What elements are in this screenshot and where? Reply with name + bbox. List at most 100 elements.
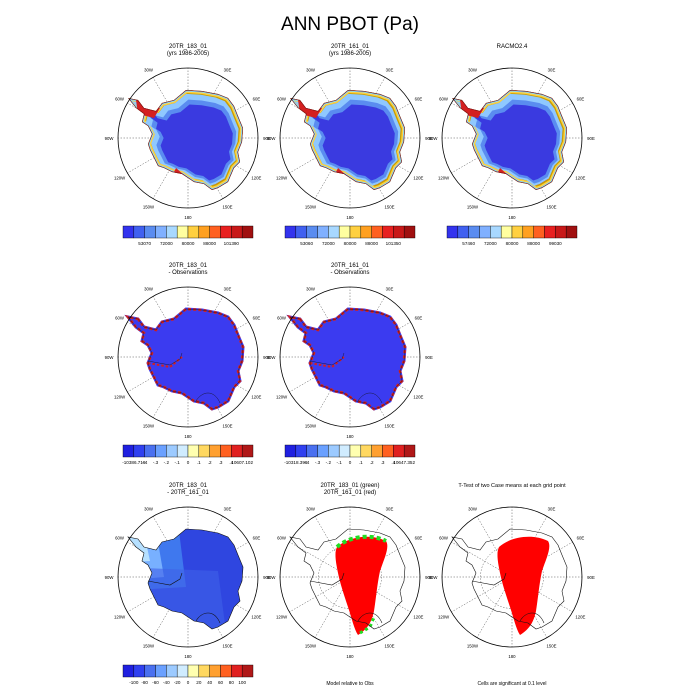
meridian-line xyxy=(187,77,224,139)
colorbar-swatch xyxy=(144,664,156,678)
colorbar-swatch xyxy=(198,225,210,239)
colorbar-tick-label: -40 xyxy=(163,680,170,685)
colorbar-tick-label: 80000 xyxy=(506,241,519,246)
longitude-label: 60E xyxy=(253,316,261,321)
colorbar-swatch xyxy=(317,225,329,239)
longitude-label: 60W xyxy=(277,316,287,321)
longitude-label: 150W xyxy=(305,423,317,428)
colorbar-tick-label: -.3 xyxy=(153,460,159,465)
colorbar-swatch xyxy=(544,225,556,239)
colorbar-swatch xyxy=(360,444,372,458)
longitude-label: 150W xyxy=(143,423,155,428)
panel-subtitle: (yrs 1986-2005) xyxy=(329,51,371,57)
longitude-label: 30W xyxy=(144,507,154,512)
colorbar-tick-label: 53060 xyxy=(300,241,313,246)
meridian-line xyxy=(187,576,249,613)
map-panel-p4: 20TR_183_01- Observations 30W 30E 60W 60E 90W… xyxy=(105,263,271,465)
longitude-label: 150W xyxy=(467,204,479,209)
colorbar-swatch xyxy=(155,444,167,458)
meridian-line xyxy=(511,137,573,174)
longitude-label: 120E xyxy=(413,176,423,181)
meridian-line xyxy=(349,77,386,139)
longitude-label: 120E xyxy=(575,615,585,620)
polar-boundary xyxy=(441,67,583,209)
colorbar-tick-label: -.2 xyxy=(164,460,170,465)
meridian-line xyxy=(511,137,548,199)
colorbar-tick-label: -20 xyxy=(174,680,181,685)
colorbar-tick-label: .4 xyxy=(229,460,233,465)
longitude-label: 90W xyxy=(105,355,115,360)
longitude-label: 60E xyxy=(253,536,261,541)
meridian-line xyxy=(349,296,386,358)
panel-title: T-Test of two Case means at each grid po… xyxy=(458,483,566,489)
meridian-line xyxy=(289,356,351,393)
meridian-line xyxy=(187,296,224,358)
bias-field xyxy=(286,307,407,411)
colorbar-swatch xyxy=(479,225,491,239)
longitude-label: 120W xyxy=(438,176,450,181)
colorbar-swatch xyxy=(231,444,243,458)
longitude-label: 150E xyxy=(546,643,556,648)
longitude-label: 150E xyxy=(384,643,394,648)
meridian-line xyxy=(187,516,224,578)
colorbar-swatch xyxy=(382,444,394,458)
meridian-line xyxy=(349,137,386,199)
panel-subtitle: - Observations xyxy=(330,270,369,276)
longitude-label: 90W xyxy=(267,136,277,141)
meridian-line xyxy=(289,576,351,613)
colorbar-swatch xyxy=(187,664,200,678)
colorbar-tick-label: 10647.352 xyxy=(393,460,415,465)
colorbar-swatch xyxy=(306,444,318,458)
colorbar-swatch xyxy=(349,444,362,458)
colorbar-tick-label: -60 xyxy=(152,680,159,685)
colorbar-tick-label: 101350 xyxy=(386,241,402,246)
longitude-label: 90E xyxy=(587,575,595,580)
longitude-label: 120E xyxy=(413,615,423,620)
polar-boundary xyxy=(279,506,421,648)
colorbar-tick-label: -.1 xyxy=(174,460,180,465)
colorbar-swatch xyxy=(220,225,232,239)
colorbar-swatch xyxy=(122,664,135,678)
colorbar-tick-label: 80000 xyxy=(344,241,357,246)
meridian-line xyxy=(187,356,249,393)
colorbar-swatch xyxy=(209,664,221,678)
longitude-label: 60W xyxy=(277,97,287,102)
colorbar-swatch xyxy=(166,225,178,239)
meridian-line xyxy=(152,77,189,139)
meridian-line xyxy=(349,516,386,578)
colorbar-swatch xyxy=(166,664,178,678)
colorbar-tick-label: 88000 xyxy=(527,241,540,246)
panel-subtitle: 20TR_161_01 (red) xyxy=(324,490,376,496)
colorbar-swatch xyxy=(317,444,329,458)
colorbar-swatch xyxy=(338,225,351,239)
meridian-line xyxy=(511,516,548,578)
colorbar-tick-label: 57460 xyxy=(462,241,475,246)
colorbar-tick-label: -.4 xyxy=(304,460,310,465)
meridian-line xyxy=(349,576,411,613)
colorbar-tick-label: 20 xyxy=(196,680,202,685)
meridian-line xyxy=(152,356,189,418)
panel-caption: Cells are significant at 0.1 level xyxy=(478,681,547,687)
colorbar-tick-label: 10607.102 xyxy=(231,460,253,465)
colorbar-swatch xyxy=(446,225,459,239)
panel-subtitle: (yrs 1986-2005) xyxy=(167,51,209,57)
meridian-line xyxy=(314,356,351,418)
polar-boundary xyxy=(279,286,421,428)
meridian-line xyxy=(314,296,351,358)
colorbar-swatch xyxy=(457,225,469,239)
longitude-label: 90E xyxy=(263,136,271,141)
meridian-line xyxy=(152,516,189,578)
colorbar-swatch xyxy=(360,225,372,239)
colorbar-swatch xyxy=(522,225,534,239)
longitude-label: 150W xyxy=(305,204,317,209)
panel-subtitle: - Observations xyxy=(168,270,207,276)
longitude-label: 30E xyxy=(224,287,232,292)
polar-boundary xyxy=(117,67,259,209)
polar-boundary xyxy=(117,286,259,428)
colorbar-tick-label: -100 xyxy=(129,680,139,685)
longitude-label: 120W xyxy=(276,176,288,181)
colorbar-swatch xyxy=(295,444,307,458)
colorbar-tick-label: 80 xyxy=(229,680,235,685)
longitude-label: 180 xyxy=(508,654,516,659)
longitude-label: 90W xyxy=(429,575,439,580)
